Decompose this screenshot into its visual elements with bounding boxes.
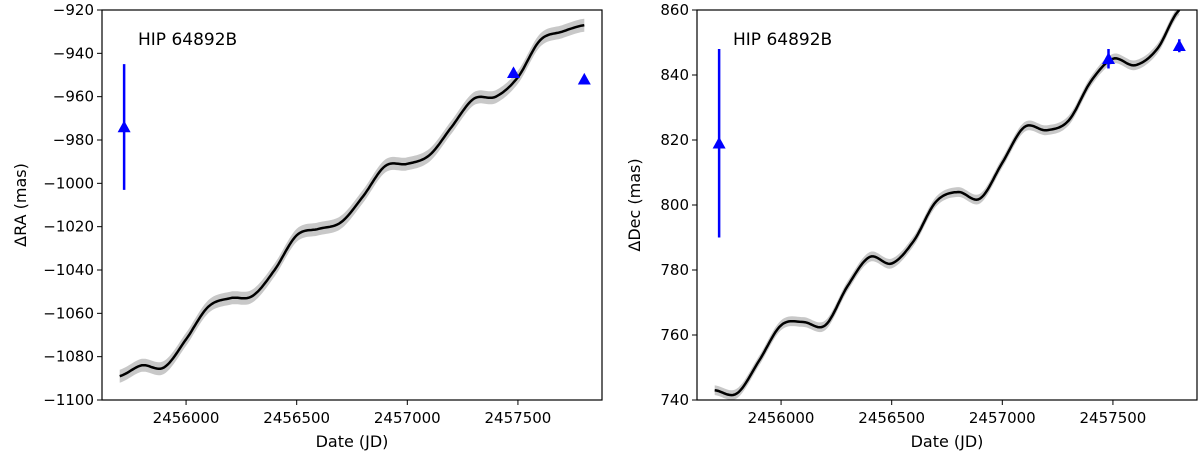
- ra-measurement-point: [507, 66, 521, 79]
- dec-y-tick-label: 820: [660, 131, 689, 149]
- dec-plot-frame: [696, 9, 1198, 401]
- dec-x-tick-label: 2457000: [969, 409, 1036, 427]
- dec-y-tick-label: 780: [660, 261, 689, 279]
- dec-offset-panel: 740 760 780 800 820 840 860 2456000 2456500 24570…: [625, 1, 1198, 451]
- ra-y-tick-label: −920: [53, 1, 94, 19]
- dec-y-tick-label: 760: [660, 326, 689, 344]
- dec-x-tick-label: 2456500: [858, 409, 925, 427]
- dec-x-tick-label: 2456000: [748, 409, 815, 427]
- ra-model-orbit-line: [119, 23, 585, 378]
- dec-y-tick-label: 840: [660, 66, 689, 84]
- dec-y-axis-label: ΔDec (mas): [625, 158, 644, 251]
- dec-model-orbit-line: [714, 10, 1181, 397]
- dec-model-uncertainty-band: [714, 10, 1180, 400]
- ra-x-tick-label: 2457500: [485, 409, 552, 427]
- ra-measurement-point: [577, 72, 591, 85]
- ra-plot-frame: [101, 9, 603, 401]
- ra-x-axis-label: Date (JD): [316, 432, 389, 451]
- ra-y-tick-label: −1100: [43, 391, 94, 409]
- dec-y-tick-label: 740: [660, 391, 689, 409]
- ra-x-tick-label: 2457000: [374, 409, 441, 427]
- ra-measurement-point: [117, 120, 131, 133]
- dec-measurement-point: [712, 136, 726, 149]
- ra-y-tick-label: −1040: [43, 261, 94, 279]
- ra-x-tick-label: 2456500: [263, 409, 330, 427]
- dec-panel-annotation: HIP 64892B: [733, 30, 832, 50]
- ra-x-tick-label: 2456000: [153, 409, 220, 427]
- ra-offset-panel: −1100 −1080 −1060 −1040 −1020 −1000 −980 −960 −9…: [11, 1, 603, 451]
- dec-measurement-point: [1172, 39, 1186, 51]
- ra-panel-annotation: HIP 64892B: [138, 30, 237, 50]
- dec-y-tick-label: 800: [660, 196, 689, 214]
- ra-y-tick-label: −1020: [43, 218, 94, 236]
- ra-y-tick-label: −960: [53, 88, 94, 106]
- dec-y-tick-label: 860: [660, 1, 689, 19]
- dec-measurement-point: [1102, 52, 1116, 64]
- ra-y-tick-label: −980: [53, 131, 94, 149]
- dec-x-tick-label: 2457500: [1080, 409, 1147, 427]
- ra-y-tick-label: −940: [53, 44, 94, 62]
- dec-x-axis-label: Date (JD): [911, 432, 984, 451]
- ra-y-axis-label: ΔRA (mas): [11, 163, 30, 247]
- ra-y-tick-label: −1060: [43, 304, 94, 322]
- ra-model-uncertainty-band: [119, 18, 585, 383]
- ra-y-tick-label: −1000: [43, 174, 94, 192]
- ra-y-tick-label: −1080: [43, 348, 94, 366]
